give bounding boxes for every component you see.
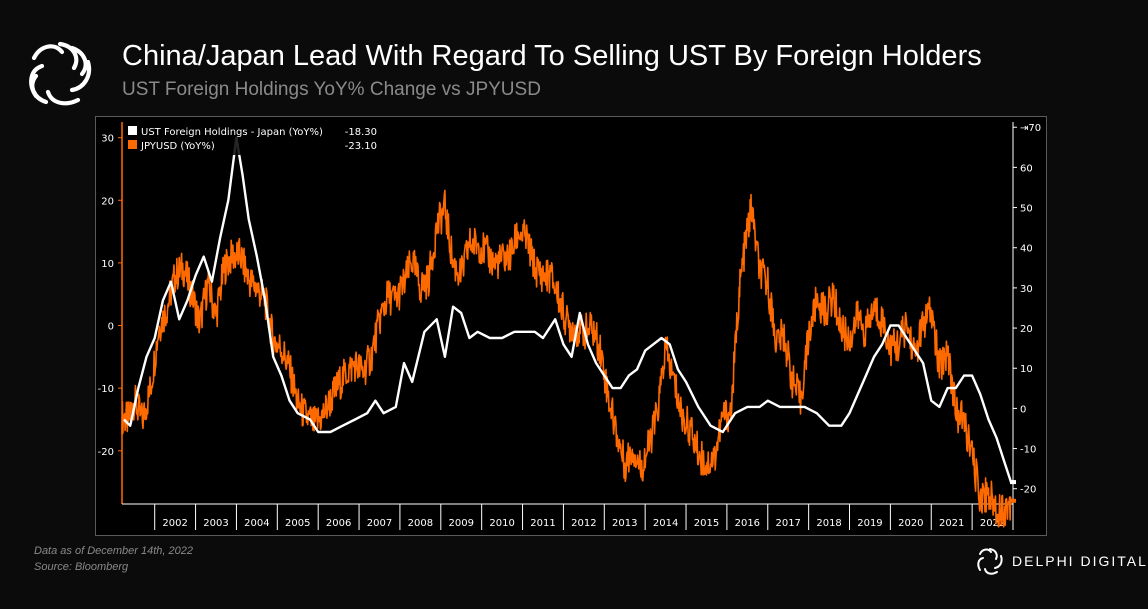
right-tick-label: 50 xyxy=(1020,204,1033,215)
x-tick-label: 2021 xyxy=(939,518,964,529)
right-tick-label: 60 xyxy=(1020,163,1033,174)
x-tick-label: 2013 xyxy=(612,518,637,529)
x-tick-label: 2007 xyxy=(367,518,392,529)
end-marker-japan xyxy=(1010,480,1016,485)
x-tick-label: 2002 xyxy=(162,518,187,529)
delphi-brand-icon xyxy=(977,548,1003,575)
right-tick-label: 30 xyxy=(1020,284,1033,295)
end-marker-jpyusd xyxy=(1010,498,1016,503)
right-tick-label: -20 xyxy=(1020,485,1036,496)
x-tick-label: 2016 xyxy=(735,518,760,529)
data-date-note: Data as of December 14th, 2022 xyxy=(34,545,193,557)
left-tick-label: 30 xyxy=(101,134,114,145)
left-tick-label: -10 xyxy=(98,384,114,395)
legend: UST Foreign Holdings - Japan (YoY%) -18.… xyxy=(123,122,381,155)
source-note: Source: Bloomberg xyxy=(34,561,129,573)
x-tick-label: 2022 xyxy=(980,518,1005,529)
chart-title: China/Japan Lead With Regard To Selling … xyxy=(122,40,982,72)
x-tick-label: 2010 xyxy=(489,518,514,529)
left-tick-label: -20 xyxy=(98,447,114,458)
left-tick-label: 0 xyxy=(108,322,114,333)
legend-value-japan: -18.30 xyxy=(345,127,377,138)
left-tick-label: 10 xyxy=(101,259,114,270)
right-tick-label: 40 xyxy=(1020,244,1033,255)
legend-label-japan: UST Foreign Holdings - Japan (YoY%) xyxy=(141,127,323,138)
x-tick-label: 2004 xyxy=(244,518,269,529)
legend-swatch-jpyusd xyxy=(128,140,137,149)
x-tick-label: 2015 xyxy=(694,518,719,529)
x-tick-label: 2012 xyxy=(571,518,596,529)
right-tick-label: -10 xyxy=(1020,445,1036,456)
right-tick-label: 20 xyxy=(1020,324,1033,335)
series-line-jpyusd xyxy=(121,189,1012,528)
x-tick-label: 2011 xyxy=(530,518,555,529)
x-tick-label: 2009 xyxy=(449,518,474,529)
legend-label-jpyusd: JPYUSD (YoY%) xyxy=(140,141,215,152)
left-tick-label: 20 xyxy=(101,196,114,207)
x-tick-label: 2020 xyxy=(898,518,923,529)
x-tick-label: 2019 xyxy=(857,518,882,529)
x-tick-label: 2017 xyxy=(775,518,800,529)
x-tick-label: 2003 xyxy=(203,518,228,529)
right-tick-label: 10 xyxy=(1020,364,1033,375)
x-tick-label: 2014 xyxy=(653,518,678,529)
chart-subtitle: UST Foreign Holdings YoY% Change vs JPYU… xyxy=(122,79,541,100)
legend-value-jpyusd: -23.10 xyxy=(345,141,377,152)
x-tick-label: 2008 xyxy=(408,518,433,529)
right-tick-label: ⇥70 xyxy=(1020,123,1041,134)
x-tick-label: 2005 xyxy=(285,518,310,529)
delphi-logo-icon xyxy=(29,41,92,106)
right-tick-label: 0 xyxy=(1020,404,1026,415)
x-tick-label: 2018 xyxy=(816,518,841,529)
series-line-japan xyxy=(123,136,1013,483)
legend-swatch-japan xyxy=(128,126,137,135)
brand-name: DELPHI DIGITAL xyxy=(1012,553,1148,569)
x-tick-label: 2006 xyxy=(326,518,351,529)
